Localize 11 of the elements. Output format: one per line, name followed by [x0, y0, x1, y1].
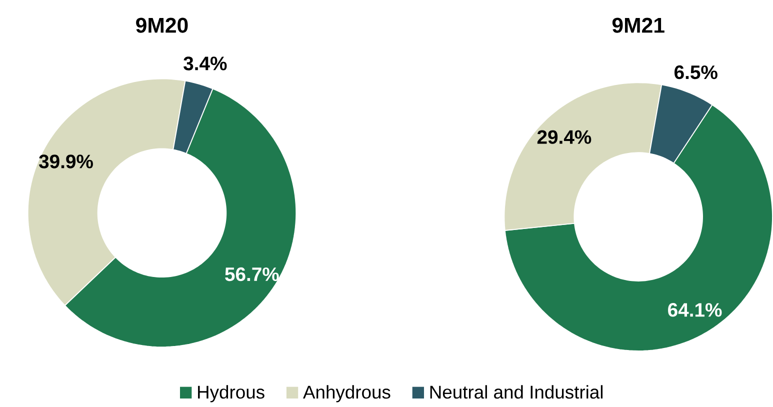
data-label: 39.9%: [38, 154, 93, 168]
data-label: 29.4%: [537, 130, 592, 144]
legend-label: Hydrous: [198, 384, 264, 402]
data-label: 56.7%: [225, 267, 279, 281]
chart-title: 9M20: [136, 18, 188, 33]
data-label: 3.4%: [184, 56, 227, 70]
data-label: 64.1%: [668, 302, 722, 317]
legend-label: Anhydrous: [303, 384, 390, 402]
legend-label: Neutral and Industrial: [430, 384, 603, 398]
data-label: 6.5%: [674, 65, 718, 79]
chart-title: 9M21: [612, 18, 664, 33]
